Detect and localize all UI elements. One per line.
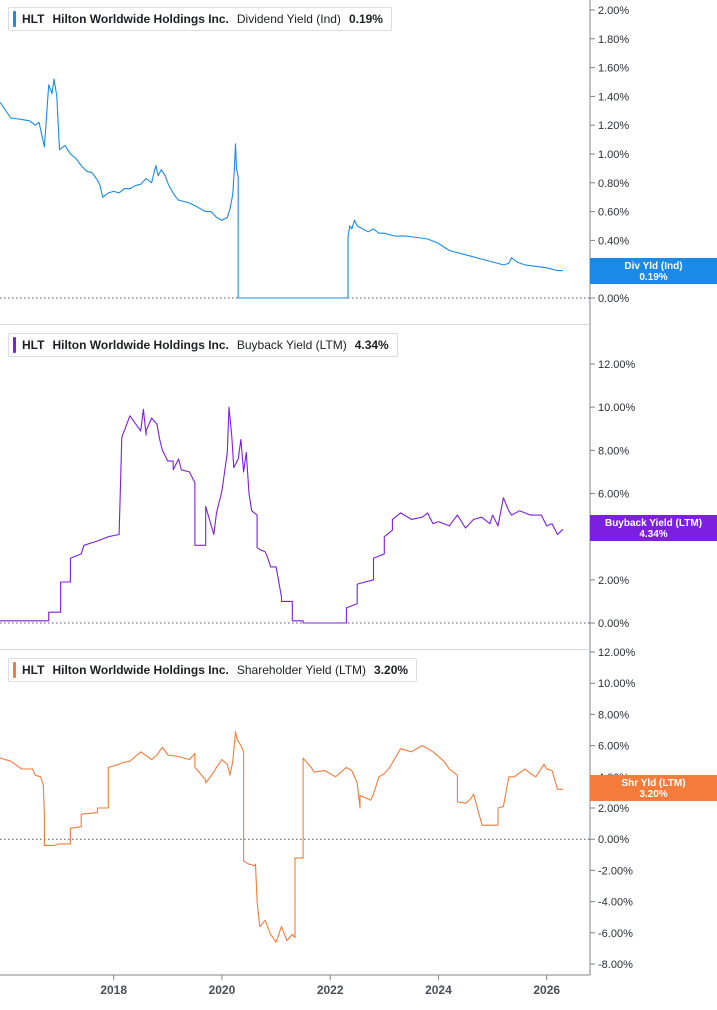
ticker-label: HLT [22,338,45,352]
company-label: Hilton Worldwide Holdings Inc. [52,338,229,352]
metric-value: 3.20% [374,663,409,677]
y-tick-label: -2.00% [598,865,633,877]
y-tick-label: 1.00% [598,149,629,161]
metric-label: Dividend Yield (Ind) [236,12,341,26]
y-tick-label: 12.00% [598,359,636,371]
y-tick-label: -8.00% [598,959,633,971]
y-tick-label: 0.60% [598,207,629,219]
series-color-swatch [13,662,16,678]
series-line [0,78,563,299]
x-tick-label: 2022 [317,983,344,997]
y-tick-label: 6.00% [598,489,629,501]
panel-title-dividend-yield[interactable]: HLT Hilton Worldwide Holdings Inc. Divid… [8,7,392,31]
value-badge [590,515,717,541]
y-tick-label: 1.60% [598,63,629,75]
y-tick-label: 2.00% [598,5,629,17]
value-badge [590,775,717,801]
y-tick-label: 1.80% [598,34,629,46]
y-tick-label: 2.00% [598,575,629,587]
y-tick-label: 10.00% [598,678,636,690]
y-tick-label: 12.00% [598,647,636,659]
x-tick-label: 2020 [209,983,236,997]
series-color-swatch [13,11,16,27]
y-tick-label: 1.20% [598,120,629,132]
value-badge [590,258,717,284]
metric-value: 0.19% [348,12,383,26]
value-badge-label: Buyback Yield (LTM) [605,518,702,529]
ticker-label: HLT [22,663,45,677]
y-tick-label: 0.00% [598,834,629,846]
x-tick-label: 2018 [100,983,127,997]
series-color-swatch [13,337,16,353]
x-tick-label: 2024 [425,983,452,997]
metric-value: 4.34% [354,338,389,352]
y-tick-label: -6.00% [598,928,633,940]
y-tick-label: 0.00% [598,293,629,305]
value-badge-label: Div Yld (Ind) [624,261,682,272]
series-line [0,406,564,624]
company-label: Hilton Worldwide Holdings Inc. [52,12,229,26]
y-tick-label: 10.00% [598,402,636,414]
value-badge-label: Shr Yld (LTM) [621,778,685,789]
value-badge-value: 3.20% [639,789,667,800]
metric-label: Shareholder Yield (LTM) [236,663,367,677]
y-tick-label: 1.40% [598,91,629,103]
value-badge-value: 4.34% [639,529,667,540]
y-tick-label: 0.80% [598,178,629,190]
y-tick-label: 0.40% [598,235,629,247]
value-badge-value: 0.19% [639,272,667,283]
metric-label: Buyback Yield (LTM) [236,338,347,352]
y-tick-label: 8.00% [598,445,629,457]
y-tick-label: -4.00% [598,897,633,909]
y-tick-label: 6.00% [598,741,629,753]
series-line [0,731,563,943]
panel-title-shareholder-yield[interactable]: HLT Hilton Worldwide Holdings Inc. Share… [8,658,418,682]
panel-title-buyback-yield[interactable]: HLT Hilton Worldwide Holdings Inc. Buyba… [8,333,398,357]
y-tick-label: 8.00% [598,709,629,721]
ticker-label: HLT [22,12,45,26]
x-tick-label: 2026 [533,983,560,997]
y-tick-label: 2.00% [598,803,629,815]
y-tick-label: 0.00% [598,618,629,630]
company-label: Hilton Worldwide Holdings Inc. [52,663,229,677]
